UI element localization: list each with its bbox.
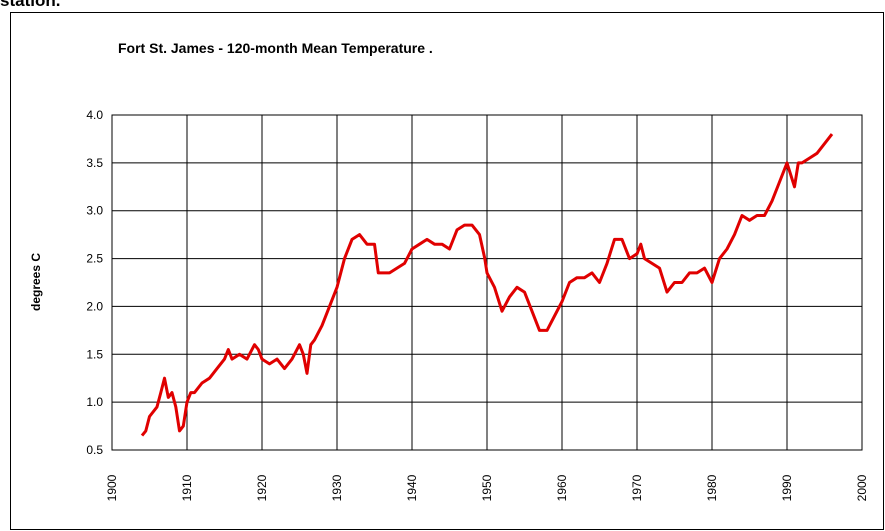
temperature-line <box>140 133 834 437</box>
x-tick-label: 1940 <box>405 474 419 501</box>
x-tick-label: 1950 <box>480 474 494 501</box>
y-tick-label: 3.5 <box>86 156 103 170</box>
y-tick-label: 1.5 <box>86 347 103 361</box>
x-tick-label: 1900 <box>105 474 119 501</box>
x-tick-label: 1960 <box>555 474 569 501</box>
chart-title: Fort St. James - 120-month Mean Temperat… <box>118 40 433 56</box>
y-tick-label: 4.0 <box>86 108 103 122</box>
y-axis-label: degrees C <box>29 253 43 311</box>
y-tick-label: 3.0 <box>86 204 103 218</box>
x-tick-label: 1990 <box>780 474 794 501</box>
y-tick-label: 0.5 <box>86 443 103 457</box>
y-tick-label: 2.0 <box>86 299 103 313</box>
page-heading: station. <box>0 0 60 10</box>
x-tick-label: 1910 <box>180 474 194 501</box>
y-tick-label: 1.0 <box>86 395 103 409</box>
x-tick-label: 1980 <box>705 474 719 501</box>
x-tick-label: 1920 <box>255 474 269 501</box>
x-tick-label: 1970 <box>630 474 644 501</box>
x-tick-label: 2000 <box>855 474 869 501</box>
y-tick-label: 2.5 <box>86 252 103 266</box>
x-tick-label: 1930 <box>330 474 344 501</box>
